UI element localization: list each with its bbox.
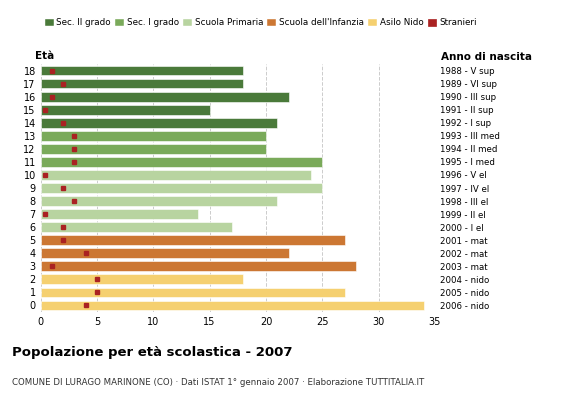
Bar — [41, 235, 345, 245]
Bar — [41, 157, 322, 167]
Text: Età: Età — [35, 51, 54, 61]
Bar — [41, 248, 288, 258]
Bar — [41, 131, 266, 141]
Bar — [41, 209, 198, 219]
Bar — [41, 118, 277, 128]
Bar — [41, 105, 209, 114]
Bar — [41, 92, 288, 102]
Bar — [41, 274, 244, 284]
Text: COMUNE DI LURAGO MARINONE (CO) · Dati ISTAT 1° gennaio 2007 · Elaborazione TUTTI: COMUNE DI LURAGO MARINONE (CO) · Dati IS… — [12, 378, 424, 387]
Bar — [41, 79, 244, 88]
Text: Popolazione per età scolastica - 2007: Popolazione per età scolastica - 2007 — [12, 346, 292, 359]
Bar — [41, 288, 345, 297]
Bar — [41, 222, 232, 232]
Legend: Sec. II grado, Sec. I grado, Scuola Primaria, Scuola dell'Infanzia, Asilo Nido, : Sec. II grado, Sec. I grado, Scuola Prim… — [45, 18, 477, 27]
Bar — [41, 144, 266, 154]
Bar — [41, 262, 356, 271]
Bar — [41, 183, 322, 193]
Bar — [41, 196, 277, 206]
Bar — [41, 300, 424, 310]
Text: Anno di nascita: Anno di nascita — [441, 52, 532, 62]
Bar — [41, 170, 311, 180]
Bar — [41, 66, 244, 76]
